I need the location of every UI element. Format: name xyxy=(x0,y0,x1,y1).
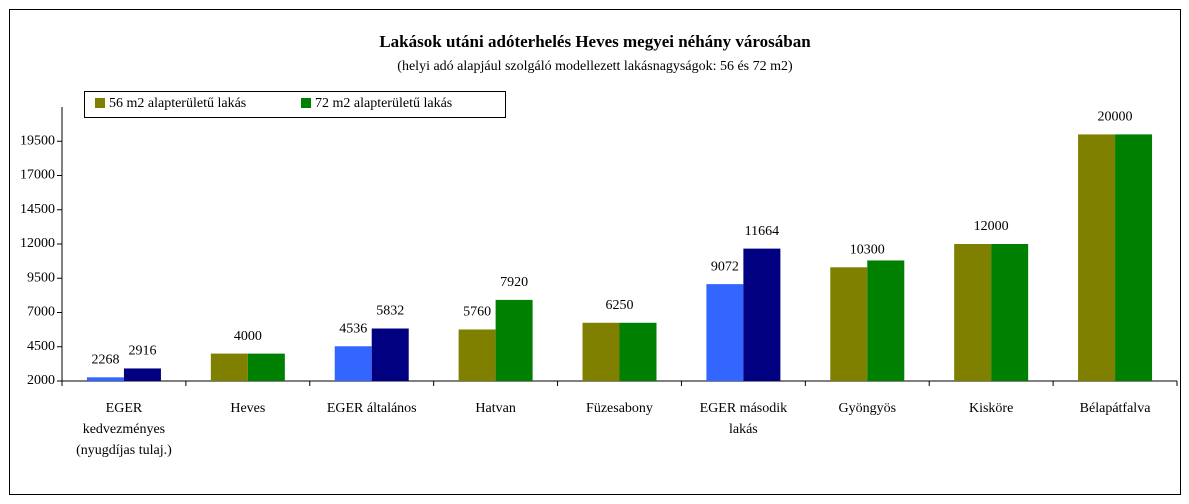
bar xyxy=(954,244,992,381)
x-tick-label: EGER második lakás xyxy=(699,401,788,437)
bar xyxy=(619,322,657,381)
bar xyxy=(743,248,781,381)
data-label: 5832 xyxy=(376,304,404,319)
bar xyxy=(830,267,868,381)
legend-swatch xyxy=(301,98,311,108)
y-tick-label: 17000 xyxy=(20,168,55,183)
data-label: 9072 xyxy=(711,259,739,274)
legend-swatch xyxy=(95,98,105,108)
bar xyxy=(582,322,620,381)
bar xyxy=(247,353,285,381)
chart-title: Lakások utáni adóterhelés Heves megyei n… xyxy=(379,32,811,51)
bar xyxy=(210,353,248,381)
data-label: 10300 xyxy=(850,243,885,258)
data-label: 4000 xyxy=(234,329,262,344)
legend-label: 72 m2 alapterületű lakás xyxy=(315,96,452,111)
data-label: 6250 xyxy=(606,298,634,313)
bar xyxy=(706,284,744,381)
x-tick-label: Füzesabony xyxy=(586,401,653,416)
x-tick-label: Hatvan xyxy=(475,401,516,416)
y-tick-label: 19500 xyxy=(20,133,55,148)
y-tick-label: 2000 xyxy=(27,373,55,388)
x-tick-label: Kisköre xyxy=(968,401,1014,416)
y-tick-label: 14500 xyxy=(20,202,55,217)
data-label: 2916 xyxy=(128,344,156,359)
x-tick-label: Gyöngyös xyxy=(838,401,897,416)
bar xyxy=(991,244,1029,381)
bar xyxy=(1078,134,1116,381)
y-tick-label: 7000 xyxy=(27,305,55,320)
data-label: 11664 xyxy=(745,224,779,239)
chart-subtitle: (helyi adó alapjául szolgáló modellezett… xyxy=(397,59,793,74)
bar xyxy=(86,377,124,381)
data-label: 7920 xyxy=(500,275,528,290)
bar xyxy=(495,299,533,381)
bar xyxy=(458,329,496,381)
data-label: 4536 xyxy=(339,321,367,336)
bar xyxy=(334,346,372,381)
x-tick-label: EGER kedvezményes (nyugdíjas tulaj.) xyxy=(76,401,172,458)
data-label: 12000 xyxy=(974,219,1009,234)
bar xyxy=(371,328,409,381)
bar xyxy=(1115,134,1153,381)
bar xyxy=(867,260,905,381)
data-label: 20000 xyxy=(1098,110,1133,125)
x-tick-label: EGER általános xyxy=(326,401,417,416)
x-tick-label: Bélapátfalva xyxy=(1079,401,1151,416)
y-tick-label: 9500 xyxy=(27,270,55,285)
y-tick-label: 4500 xyxy=(27,339,55,354)
y-tick-label: 12000 xyxy=(20,236,55,251)
bar xyxy=(123,368,161,381)
legend-label: 56 m2 alapterületű lakás xyxy=(109,96,246,111)
legend-box xyxy=(84,91,506,118)
data-label: 2268 xyxy=(91,353,119,368)
data-label: 5760 xyxy=(463,305,491,320)
x-tick-label: Heves xyxy=(230,401,266,416)
